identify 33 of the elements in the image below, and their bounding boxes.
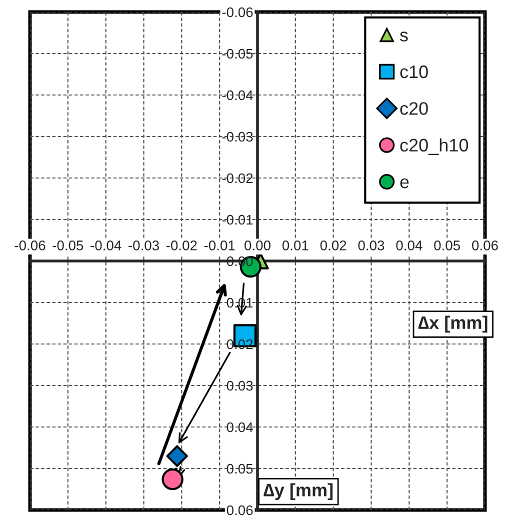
legend-label: e — [400, 178, 409, 188]
y-tick-label: 0.03 — [226, 380, 253, 391]
point — [162, 468, 184, 490]
point — [166, 445, 188, 467]
x-tick-label: 0.05 — [434, 240, 460, 250]
y-tick-label: -0.03 — [222, 132, 253, 142]
x-tick-label: -0.01 — [204, 240, 235, 250]
y-tick-label: 0.05 — [226, 464, 253, 474]
x-tick-label: 0.01 — [282, 240, 308, 250]
legend-label: c20_h10 — [400, 138, 468, 155]
y-tick-label: -0.05 — [222, 48, 253, 59]
x-tick-label: -0.04 — [90, 240, 122, 250]
x-tick-label: 0.04 — [396, 240, 422, 250]
y-tick-label: 0.04 — [226, 422, 253, 432]
y-tick-label: 0.06 — [226, 505, 253, 516]
x-tick-label: 0.06 — [472, 240, 498, 250]
legend-label: c20 — [400, 102, 428, 115]
y-tick-label: -0.06 — [222, 7, 253, 18]
x-tick-label: 0.00 — [244, 240, 270, 250]
x-tick-label: 0.02 — [320, 240, 346, 250]
y-tick-label: -0.01 — [222, 214, 253, 225]
y-tick-label: -0.04 — [222, 90, 253, 100]
y-axis-title: ∆y [mm] — [264, 483, 333, 500]
x-tick-label: -0.06 — [14, 240, 46, 250]
x-tick-label: -0.03 — [128, 240, 159, 250]
x-tick-label: -0.02 — [166, 240, 197, 250]
y-tick-label: -0.02 — [222, 173, 253, 184]
y-tick-label: 0.02 — [226, 339, 253, 350]
x-tick-label: -0.05 — [52, 240, 84, 250]
x-axis-title: ∆x [mm] — [418, 316, 488, 333]
x-tick-label: 0.03 — [358, 240, 384, 250]
legend-label: s — [400, 32, 408, 42]
legend-label: c10 — [400, 65, 428, 78]
